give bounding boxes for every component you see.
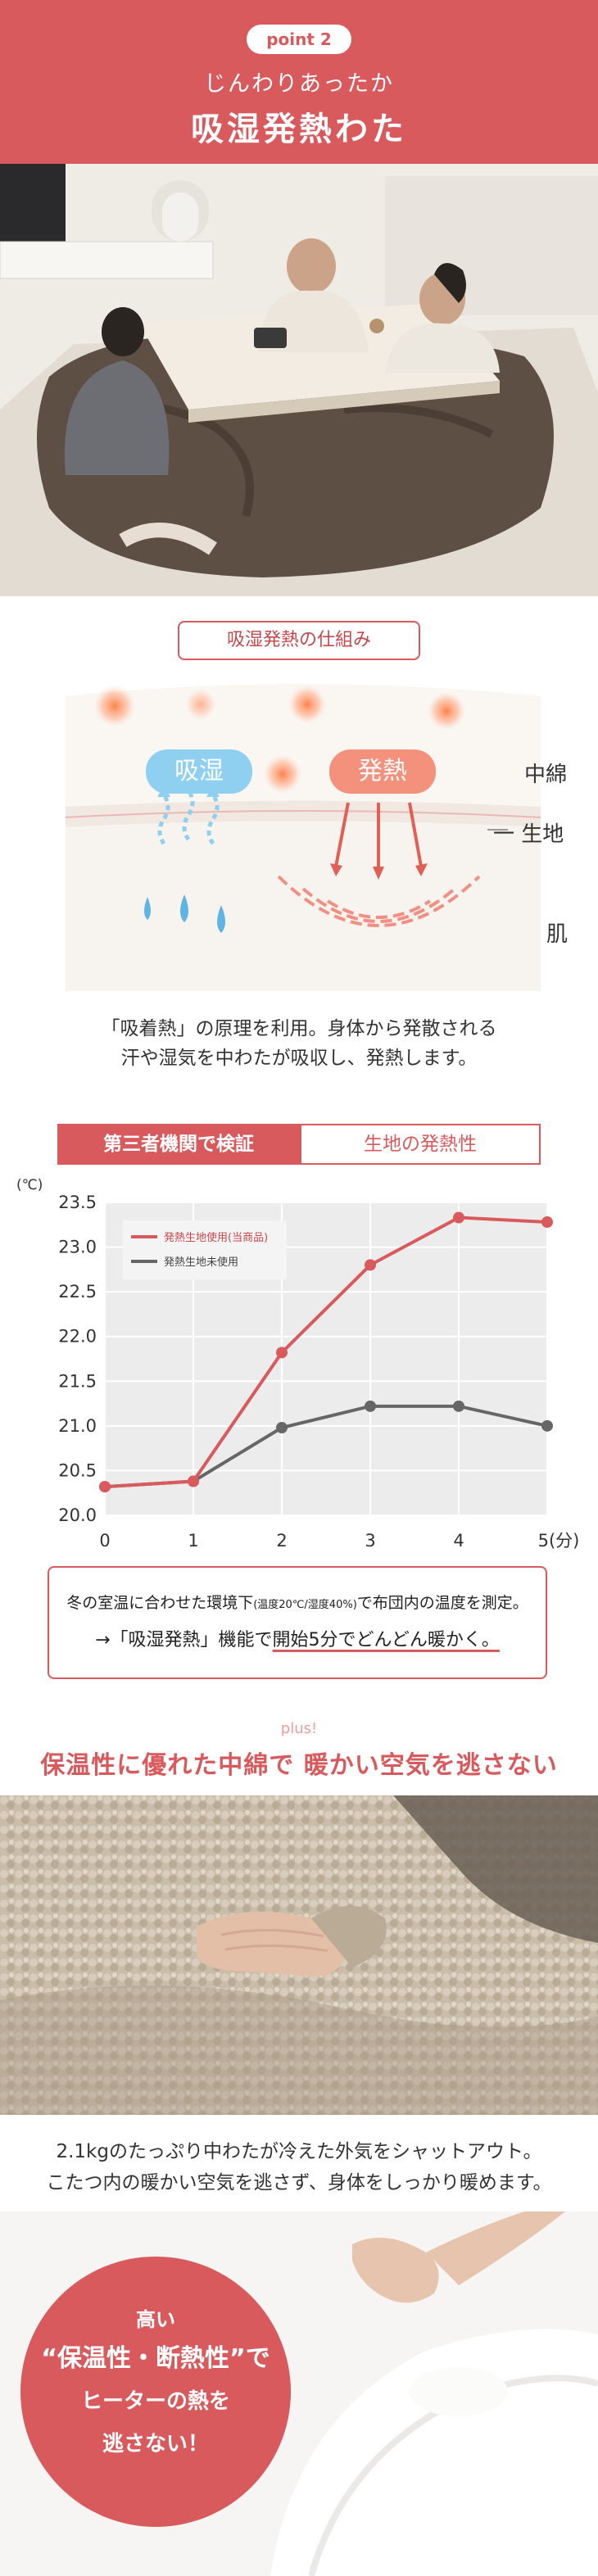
circle-line-4: 逃さない！ <box>102 2432 209 2456</box>
note-text: 冬の室温に合わせた環境下 <box>66 1594 254 1612</box>
chart-legend-label: 発熱生地使用(当商品) <box>164 1231 268 1244</box>
layer-label-fabric: 一 生地 <box>493 822 564 847</box>
plus-description-line: 2.1kgのたっぷり中わたが冷えた外気をシャットアウト。 <box>56 2141 542 2162</box>
plus-tag: plus! <box>280 1720 318 1737</box>
chart-point <box>365 1259 376 1271</box>
note-line-2: →「吸湿発熱」機能で開始5分でどんどん暖かく。 <box>49 1625 546 1651</box>
note-conditions: (温度20℃/湿度40%) <box>253 1599 357 1611</box>
mechanism-label: 吸湿発熱の仕組み <box>178 621 420 660</box>
chart-x-tick-label: 3 <box>365 1531 375 1551</box>
chart-legend-label: 発熱生地未使用 <box>164 1256 238 1269</box>
chart-x-tick-label: 5(分) <box>538 1531 580 1551</box>
chart-y-tick-labels: 20.0 20.5 21.0 21.5 22.0 22.5 23.0 23.5 <box>58 1193 97 1525</box>
circle-line-3: ヒーターの熱を <box>80 2389 230 2414</box>
plus-headline: 保温性に優れた中綿で 暖かい空気を逃さない <box>40 1751 558 1780</box>
note-emphasis: 開始5分でどんどん暖かく。 <box>272 1630 500 1650</box>
chart-point <box>453 1400 464 1412</box>
point-pill: point 2 <box>247 25 351 54</box>
chart-point <box>453 1211 464 1224</box>
feature-circle <box>20 2257 291 2527</box>
plus-description: 2.1kgのたっぷり中わたが冷えた外気をシャットアウト。 こたつ内の暖かい空気を… <box>0 2136 598 2198</box>
note-text: →「吸湿発熱」機能で <box>95 1630 273 1650</box>
temperature-chart: 20.0 20.5 21.0 21.5 22.0 22.5 23.0 23.5 0 1 2 3 4 5(… <box>16 1177 579 1551</box>
chart-y-tick-label: 21.5 <box>58 1371 97 1391</box>
chart-y-tick-label: 23.5 <box>58 1193 97 1212</box>
feature-circle-text: 高い “保温性・断熱性”で ヒーターの熱を 逃さない！ <box>20 2302 291 2465</box>
chart-legend: 発熱生地使用(当商品) 発熱生地未使用 <box>123 1220 287 1279</box>
measurement-note: 冬の室温に合わせた環境下(温度20℃/湿度40%)で布団内の温度を測定。 →「吸… <box>48 1566 547 1679</box>
chart-x-tick-labels: 0 1 2 3 4 5(分) <box>99 1531 579 1551</box>
chart-y-tick-label: 20.0 <box>58 1505 97 1525</box>
chart-x-tick-label: 4 <box>453 1531 464 1551</box>
tab-fabric-heat[interactable]: 生地の発熱性 <box>300 1124 541 1165</box>
chart-y-tick-label: 22.5 <box>58 1282 97 1302</box>
chart-point <box>541 1419 553 1432</box>
chart-y-unit: (℃) <box>16 1177 43 1193</box>
chart-series <box>99 1211 553 1493</box>
chart-point <box>276 1347 288 1359</box>
chart-y-tick-label: 21.0 <box>58 1416 97 1436</box>
mechanism-description-line: 汗や湿気を中わたが吸収し、発熱します。 <box>120 1048 478 1069</box>
note-line-1: 冬の室温に合わせた環境下(温度20℃/湿度40%)で布団内の温度を測定。 <box>49 1591 546 1613</box>
header-title: 吸湿発熱わた <box>191 111 407 148</box>
layer-label-skin: 肌 <box>546 922 569 947</box>
kotatsu-family-photo <box>0 164 598 596</box>
heat-badge: 発熱 <box>329 749 436 794</box>
circle-line-2: “保温性・断熱性”で <box>41 2344 270 2373</box>
chart-point <box>365 1400 376 1412</box>
mechanism-diagram <box>0 680 598 991</box>
chart-x-tick-label: 2 <box>276 1531 287 1551</box>
mechanism-description-line: 「吸着熱」の原理を利用。身体から発散される <box>101 1018 497 1039</box>
chart-series-line <box>104 1216 548 1489</box>
plus-description-line: こたつ内の暖かい空気を逃さず、身体をしっかり暖めます。 <box>46 2172 552 2193</box>
chart-x-tick-label: 0 <box>99 1531 110 1551</box>
boa-fleece-photo <box>0 1795 598 2115</box>
mechanism-description: 「吸着熱」の原理を利用。身体から発散される 汗や湿気を中わたが吸収し、発熱します… <box>0 1014 598 1073</box>
chart-point <box>541 1216 553 1229</box>
header-subtitle: じんわりあったか <box>204 71 394 97</box>
chart-point <box>188 1475 199 1487</box>
layer-label-filling: 中綿 <box>524 763 568 787</box>
absorb-badge: 吸湿 <box>146 749 252 794</box>
tab-third-party-verified[interactable]: 第三者機関で検証 <box>57 1124 300 1165</box>
chart-point <box>276 1422 288 1434</box>
chart-y-tick-label: 20.5 <box>58 1460 97 1480</box>
chart-x-tick-label: 1 <box>188 1531 198 1551</box>
note-text: で布団内の温度を測定。 <box>356 1594 528 1612</box>
chart-y-tick-label: 22.0 <box>58 1327 97 1347</box>
chart-y-tick-label: 23.0 <box>58 1238 97 1257</box>
circle-line-1: 高い <box>136 2308 175 2331</box>
chart-point <box>99 1481 111 1493</box>
chart-legend-box <box>123 1220 287 1279</box>
